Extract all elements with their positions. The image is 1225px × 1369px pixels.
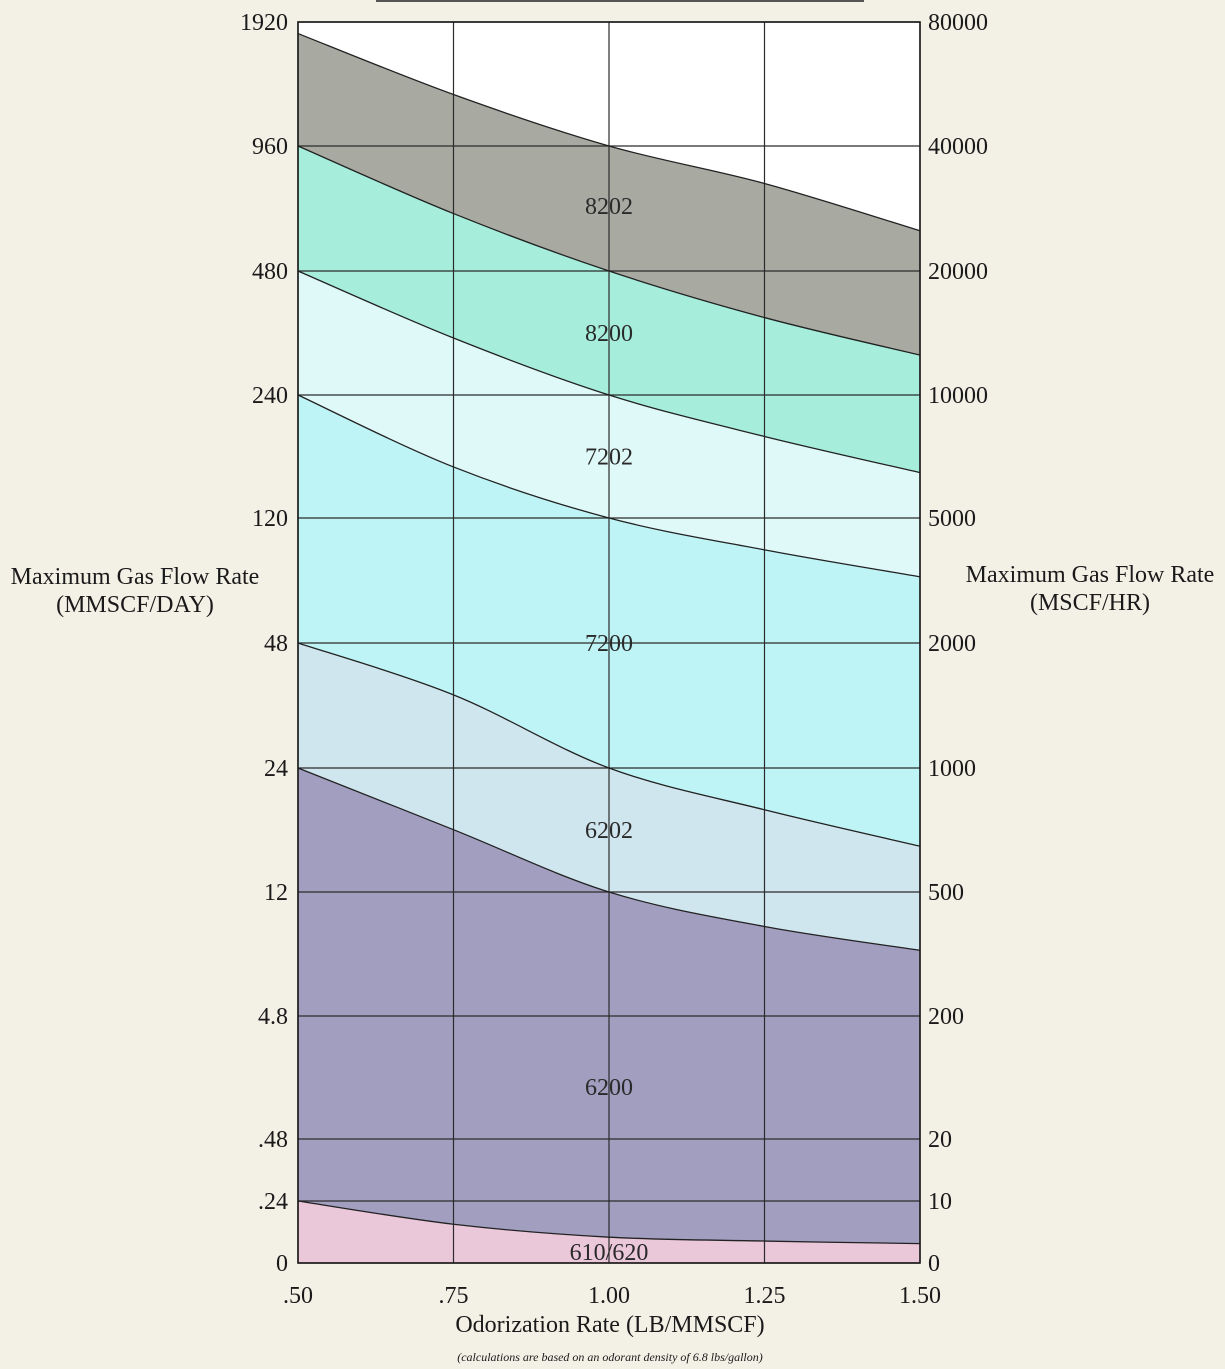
y-right-tick-label: 1000	[928, 756, 976, 782]
y-right-tick-label: 80000	[928, 10, 988, 36]
x-tick-label: .50	[283, 1283, 313, 1309]
band-label-8200: 8200	[585, 321, 633, 347]
y-left-tick-label: 4.8	[258, 1004, 288, 1030]
band-label-6202: 6202	[585, 818, 633, 844]
x-axis-label: Odorization Rate (LB/MMSCF)	[360, 1311, 860, 1339]
y-left-tick-label: 24	[264, 756, 288, 782]
y-right-tick-label: 40000	[928, 134, 988, 160]
band-label-8202: 8202	[585, 194, 633, 220]
y-right-tick-label: 5000	[928, 506, 976, 532]
y-right-tick-label: 500	[928, 880, 964, 906]
y-left-tick-label: 1920	[240, 10, 288, 36]
band-label-6200: 6200	[585, 1075, 633, 1101]
y-axis-left-label: Maximum Gas Flow Rate (MMSCF/DAY)	[10, 563, 260, 619]
y-left-tick-label: 12	[264, 880, 288, 906]
y-left-tick-label: .24	[258, 1189, 288, 1215]
y-right-tick-label: 10000	[928, 383, 988, 409]
x-tick-label: 1.25	[744, 1283, 786, 1309]
y-axis-right-label: Maximum Gas Flow Rate (MSCF/HR)	[965, 561, 1215, 617]
band-label-7202: 7202	[585, 445, 633, 471]
y-right-tick-label: 20000	[928, 259, 988, 285]
y-right-tick-label: 20	[928, 1127, 952, 1153]
y-left-tick-label: 48	[264, 631, 288, 657]
y-left-tick-label: 480	[252, 259, 288, 285]
footnote: (calculations are based on an odorant de…	[360, 1350, 860, 1365]
band-label-7200: 7200	[585, 631, 633, 657]
x-tick-label: .75	[439, 1283, 469, 1309]
y-left-tick-label: 0	[276, 1251, 288, 1277]
x-tick-label: 1.00	[588, 1283, 630, 1309]
y-right-tick-label: 2000	[928, 631, 976, 657]
y-left-tick-label: 960	[252, 134, 288, 160]
y-right-tick-label: 200	[928, 1004, 964, 1030]
y-right-tick-label: 0	[928, 1251, 940, 1277]
y-left-tick-label: .48	[258, 1127, 288, 1153]
y-left-tick-label: 120	[252, 506, 288, 532]
x-tick-label: 1.50	[899, 1283, 941, 1309]
band-label-610-620: 610/620	[570, 1240, 649, 1266]
y-right-tick-label: 10	[928, 1189, 952, 1215]
y-left-tick-label: 240	[252, 383, 288, 409]
